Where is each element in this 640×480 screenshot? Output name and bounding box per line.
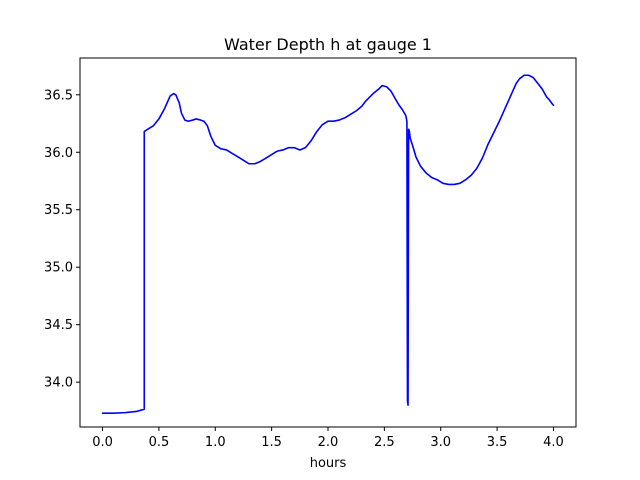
x-tick-label: 3.5: [487, 435, 508, 450]
y-tick-label: 34.5: [44, 318, 73, 333]
x-axis-label: hours: [310, 456, 347, 471]
x-tick-label: 1.5: [261, 435, 282, 450]
axes-frame: [79, 57, 577, 428]
x-axis: 0.0 0.5 1.0 1.5 2.0 2.5 3.0 3.5 4.0: [92, 427, 564, 450]
x-tick-label: 4.0: [543, 435, 564, 450]
x-tick-label: 0.5: [149, 435, 170, 450]
plot-area: [101, 74, 555, 415]
y-tick-label: 34.0: [44, 376, 73, 391]
x-tick-label: 2.5: [374, 435, 395, 450]
y-tick-label: 35.0: [44, 261, 73, 276]
x-tick-label: 3.0: [430, 435, 451, 450]
y-tick-label: 36.5: [44, 88, 73, 103]
y-axis: 34.0 34.5 35.0 35.5 36.0 36.5: [44, 88, 80, 391]
x-tick-label: 2.0: [318, 435, 339, 450]
y-tick-label: 35.5: [44, 203, 73, 218]
x-tick-label: 0.0: [92, 435, 113, 450]
series-line: [101, 74, 555, 415]
y-tick-label: 36.0: [44, 146, 73, 161]
chart-title: Water Depth h at gauge 1: [224, 35, 432, 54]
x-tick-label: 1.0: [205, 435, 226, 450]
